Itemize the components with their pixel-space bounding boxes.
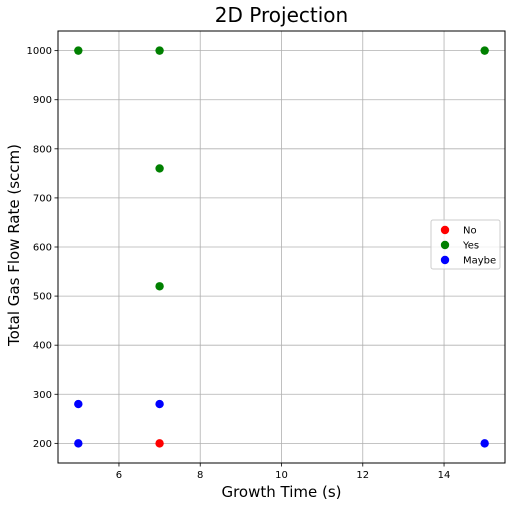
x-tick-label: 8	[197, 470, 203, 481]
legend-marker	[440, 240, 450, 250]
data-point	[155, 46, 164, 55]
series-maybe	[74, 399, 489, 448]
legend-label: Maybe	[463, 256, 496, 267]
data-point	[480, 439, 489, 448]
data-point	[480, 46, 489, 55]
y-tick-label: 300	[33, 390, 52, 401]
x-tick-label: 10	[275, 470, 288, 481]
chart-title: 2D Projection	[215, 3, 348, 27]
series-no	[155, 439, 164, 448]
y-tick-label: 600	[33, 243, 52, 254]
y-axis-label: Total Gas Flow Rate (sccm)	[5, 144, 23, 347]
y-tick-label: 900	[33, 95, 52, 106]
x-axis-label: Growth Time (s)	[221, 483, 341, 501]
legend-marker	[440, 255, 450, 265]
data-points	[74, 46, 489, 448]
x-tick-label: 14	[438, 470, 451, 481]
y-tick-label: 1000	[27, 46, 52, 57]
data-point	[155, 164, 164, 173]
y-tick-label: 800	[33, 144, 52, 155]
data-point	[155, 282, 164, 291]
plot-area-frame	[57, 30, 506, 464]
data-point	[74, 399, 83, 409]
y-tick-label: 500	[33, 292, 52, 303]
legend: No Yes Maybe	[430, 219, 501, 270]
y-tick-label: 200	[33, 439, 52, 450]
data-point	[74, 439, 83, 448]
x-tick-label: 6	[116, 470, 122, 481]
data-point	[155, 399, 164, 409]
y-tick-label: 700	[33, 193, 52, 204]
legend-label: No	[463, 226, 477, 237]
y-tick-label: 400	[33, 341, 52, 352]
data-point	[155, 439, 164, 448]
axis-ticks: 6 8 10 12 14 200 300 400 500 600 700 800 900 1000	[27, 46, 451, 481]
x-tick-label: 12	[356, 470, 369, 481]
series-yes	[74, 46, 489, 291]
legend-label: Yes	[462, 241, 479, 252]
data-point	[74, 46, 83, 55]
legend-marker	[440, 225, 450, 235]
